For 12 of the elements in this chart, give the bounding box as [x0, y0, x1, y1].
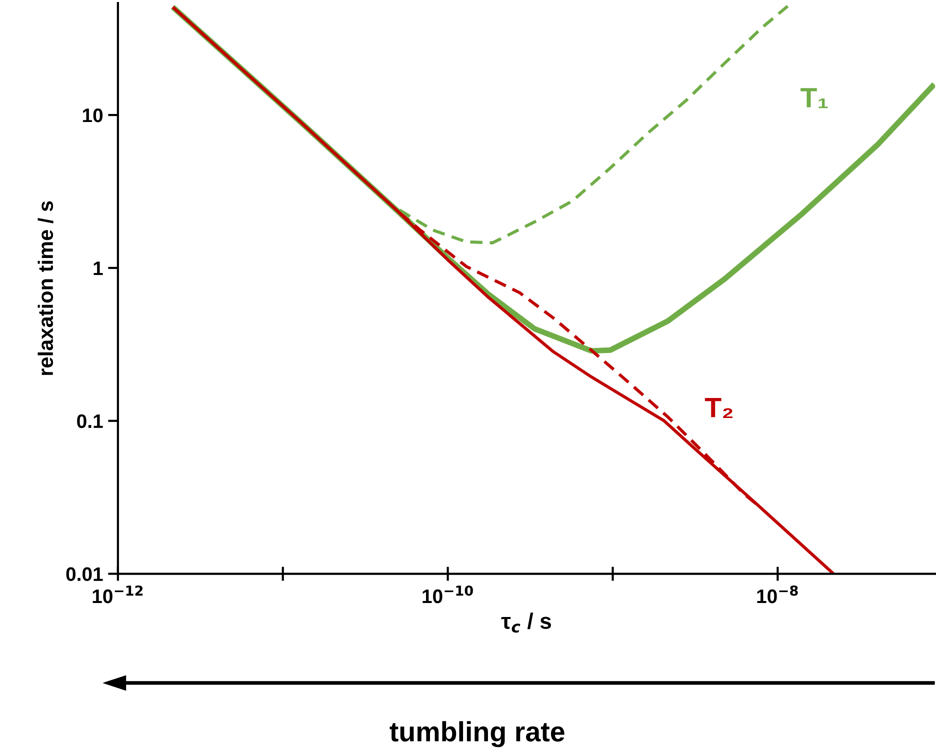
series-label: T₂ [704, 398, 732, 418]
x-tick-label: 10$^{−12}$ [92, 585, 143, 604]
y-tick-label: 0.1 [77, 414, 103, 428]
text: tumbling rate [390, 721, 564, 748]
y-tick-label: 1 [94, 262, 103, 275]
x-tick-label: 10$^{−8}$ [757, 585, 798, 604]
y-tick-label: 0.01 [66, 567, 103, 582]
text: T₁ [800, 88, 828, 108]
x-axis-title: τ$_{c}$ / s [501, 612, 551, 633]
x-tick-label: 10$^{−10}$ [422, 585, 473, 604]
y-axis-title: relaxation time / s [38, 201, 54, 376]
y-tick-label: 10 [82, 108, 103, 122]
